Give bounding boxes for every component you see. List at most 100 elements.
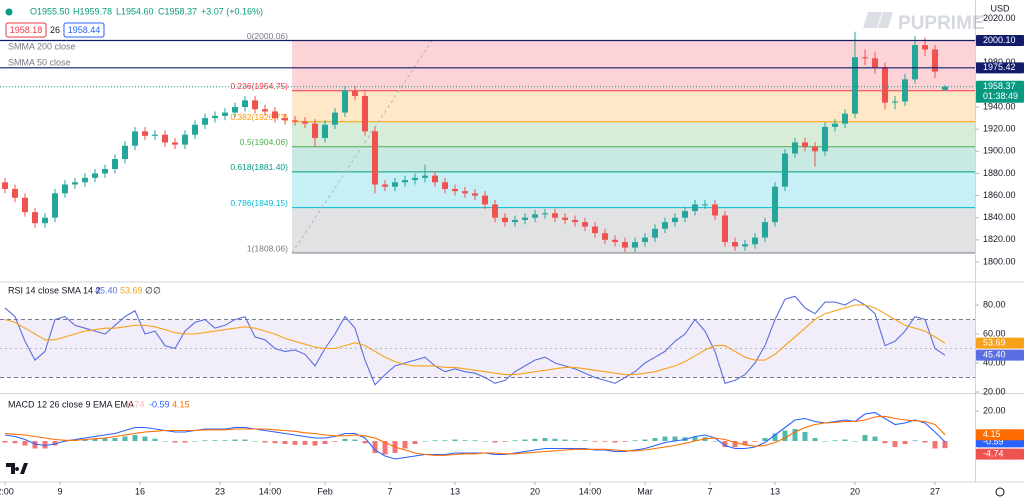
macd-title: MACD 12 26 close 9 EMA EMA — [8, 399, 134, 409]
histogram-bar — [12, 441, 18, 444]
candle-body — [692, 204, 698, 212]
price-line-label-text: 2000.10 — [983, 35, 1016, 45]
y-tick-label: 2020.00 — [983, 13, 1016, 23]
candle-body — [702, 204, 708, 206]
macd-pane — [2, 411, 948, 460]
price-line-label-box — [976, 62, 1024, 74]
y-tick-label: 1900.00 — [983, 146, 1016, 156]
x-tick-label: 13 — [450, 486, 460, 496]
x-tick-label: 27 — [930, 486, 940, 496]
candle-body — [932, 49, 938, 72]
histogram-bar — [222, 440, 228, 442]
macd-hist-value: -4.74 — [124, 399, 145, 409]
histogram-bar — [52, 441, 58, 446]
candle-body — [422, 175, 428, 178]
x-tick-label: 2:00 — [0, 486, 14, 496]
fib-label: 0.786(1849.15) — [230, 198, 288, 208]
candle-body — [32, 212, 38, 224]
candle-body — [142, 131, 148, 136]
histogram-bar — [812, 438, 818, 442]
settings-icon[interactable] — [995, 487, 1005, 497]
candle-body — [402, 180, 408, 183]
histogram-bar — [492, 441, 498, 443]
histogram-bar — [162, 441, 168, 442]
macd-signal-value: 4.15 — [172, 399, 190, 409]
indicator-label[interactable]: SMMA 50 close — [8, 57, 71, 67]
y-tick-label: 1980.00 — [983, 57, 1016, 67]
sell-button[interactable] — [5, 22, 47, 38]
series-last-label-box — [976, 337, 1024, 349]
histogram-bar — [892, 441, 898, 448]
tv-logo — [6, 463, 28, 474]
buy-button[interactable] — [63, 22, 105, 38]
candle-body — [742, 244, 748, 247]
rsi-extra: ∅ — [153, 285, 161, 295]
candle-body — [92, 173, 98, 178]
histogram-bar — [182, 441, 188, 443]
candle-body — [152, 134, 158, 136]
histogram-bar — [352, 439, 358, 442]
candle-body — [102, 168, 108, 174]
histogram-bar — [832, 440, 838, 442]
candle-body — [62, 184, 68, 194]
candle-body — [82, 177, 88, 183]
price-line-label-text: 1975.42 — [983, 62, 1016, 72]
histogram-bar — [852, 441, 858, 442]
candle-body — [892, 101, 898, 103]
histogram-bar — [422, 441, 428, 442]
fib-band — [292, 40, 975, 91]
histogram-bar — [462, 440, 468, 442]
candle-body — [872, 58, 878, 68]
histogram-bar — [542, 438, 548, 442]
histogram-bar — [572, 440, 578, 442]
x-tick-label: Feb — [317, 486, 333, 496]
fib-label: 1(1808.06) — [247, 243, 288, 253]
candle-body — [122, 145, 128, 160]
candle-body — [672, 217, 678, 223]
histogram-bar — [32, 441, 38, 449]
histogram-bar — [152, 438, 158, 442]
histogram-bar — [602, 441, 608, 442]
histogram-bar — [552, 438, 558, 442]
fib-label: 0.618(1881.40) — [230, 162, 288, 172]
series-last-label-box — [976, 429, 1024, 441]
candle-body — [72, 182, 78, 185]
histogram-bar — [912, 440, 918, 442]
histogram-bar — [472, 440, 478, 442]
histogram-bar — [642, 439, 648, 442]
last-price-box — [976, 80, 1024, 103]
candle-body — [22, 197, 28, 213]
histogram-bar — [122, 436, 128, 442]
histogram-bar — [412, 441, 418, 445]
x-tick-label: 20 — [850, 486, 860, 496]
price-pane: 0(2000.06) 0.236(1954.75) 0.382(1926.72) 0.… — [0, 31, 975, 254]
candle-body — [712, 204, 718, 216]
fib-label: 0(2000.06) — [247, 31, 288, 41]
histogram-bar — [502, 441, 508, 442]
candle-body — [882, 67, 888, 103]
candle-body — [52, 193, 58, 218]
ohlc-change: +3.07 (+0.16%) — [201, 6, 263, 16]
candle-body — [752, 237, 758, 245]
y-tick-label: 80.00 — [983, 299, 1006, 309]
fib-band — [292, 90, 975, 122]
histogram-bar — [202, 440, 208, 442]
sell-price[interactable]: 1958.18 — [10, 25, 43, 35]
indicator-label[interactable]: SMMA 200 close — [8, 41, 76, 51]
candle-body — [462, 191, 468, 194]
x-tick-label: 13 — [770, 486, 780, 496]
y-tick-label: 60.00 — [983, 328, 1006, 338]
rsi-value: 45.40 — [95, 285, 118, 295]
status-dot — [5, 8, 13, 16]
candle-body — [562, 217, 568, 220]
buy-price[interactable]: 1958.44 — [68, 25, 101, 35]
series-last-label-box — [976, 349, 1024, 361]
currency: USD — [990, 3, 1010, 13]
candle-body — [42, 217, 48, 224]
histogram-bar — [732, 441, 738, 448]
candle-body — [782, 153, 788, 187]
histogram-bar — [882, 441, 888, 444]
x-tick-label: Mar — [637, 486, 653, 496]
histogram-bar — [22, 441, 28, 446]
x-tick-label: 9 — [57, 486, 62, 496]
